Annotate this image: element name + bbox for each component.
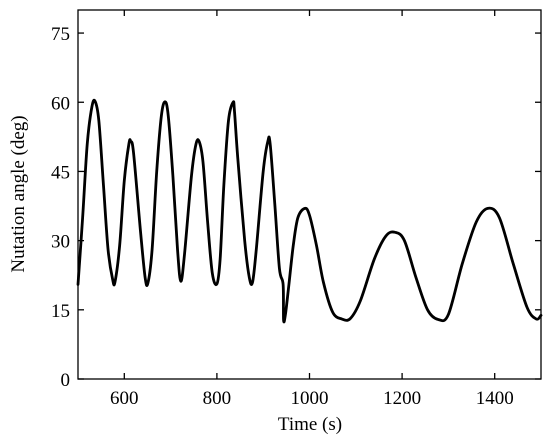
x-tick-label-1000: 1000: [291, 388, 329, 409]
y-tick-label-15: 15: [51, 301, 70, 322]
plot-frame: [77, 9, 542, 380]
y-axis-title: Nutation angle (deg): [8, 115, 29, 272]
y-tick-label-60: 60: [51, 93, 70, 114]
series-line-0: [76, 98, 543, 324]
y-tick-label-45: 45: [51, 162, 70, 183]
x-tick-label-800: 800: [203, 388, 232, 409]
axis-tick-labels: 600 800 1000 1200 1400 0 15 30 45 60 75: [51, 24, 514, 409]
y-tick-label-0: 0: [61, 370, 71, 391]
axis-ticks: [78, 10, 541, 380]
x-axis-title: Time (s): [278, 414, 342, 435]
x-tick-label-1200: 1200: [383, 388, 421, 409]
y-tick-label-30: 30: [51, 232, 70, 253]
plot-lines: [76, 98, 543, 324]
x-tick-label-1400: 1400: [476, 388, 514, 409]
y-tick-label-75: 75: [51, 24, 70, 45]
x-tick-label-600: 600: [110, 388, 139, 409]
